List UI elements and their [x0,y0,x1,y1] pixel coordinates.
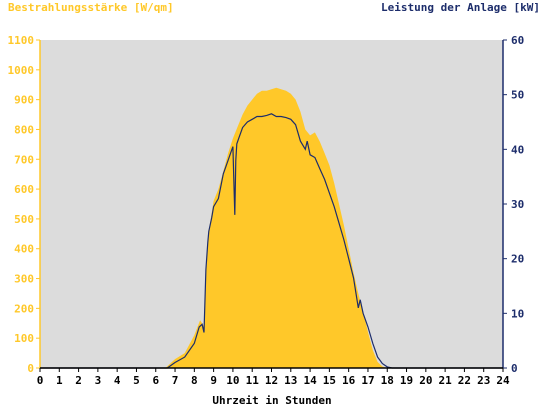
x-axis-title: Uhrzeit in Stunden [212,394,332,407]
x-tick-label: 4 [114,374,121,387]
left-tick-label: 500 [14,213,34,226]
x-tick-label: 3 [95,374,102,387]
right-tick-label: 40 [511,143,524,156]
left-tick-label: 900 [14,94,34,107]
x-tick-label: 10 [226,374,239,387]
right-tick-label: 10 [511,307,524,320]
x-tick-label: 5 [133,374,140,387]
right-tick-label: 50 [511,89,524,102]
x-tick-label: 15 [323,374,336,387]
left-tick-label: 1000 [8,64,35,77]
left-tick-label: 800 [14,123,34,136]
x-tick-label: 14 [303,374,317,387]
x-tick-label: 8 [191,374,198,387]
x-tick-label: 24 [496,374,510,387]
left-tick-label: 200 [14,302,34,315]
left-tick-label: 300 [14,273,34,286]
x-tick-label: 6 [152,374,159,387]
x-tick-label: 7 [172,374,179,387]
right-tick-label: 30 [511,198,524,211]
x-tick-label: 11 [246,374,260,387]
left-axis-title: Bestrahlungsstärke [W/qm] [8,1,174,14]
x-tick-label: 21 [439,374,453,387]
x-tick-label: 16 [342,374,356,387]
left-tick-label: 0 [27,362,34,375]
power-line [40,113,503,369]
right-tick-label: 0 [511,362,518,375]
x-tick-label: 1 [56,374,63,387]
x-tick-label: 9 [210,374,217,387]
x-tick-label: 2 [75,374,82,387]
left-tick-label: 1100 [8,34,35,47]
x-tick-label: 17 [361,374,374,387]
x-tick-label: 20 [419,374,432,387]
left-tick-label: 400 [14,243,34,256]
right-tick-label: 20 [511,253,524,266]
x-tick-label: 19 [400,374,413,387]
left-tick-label: 700 [14,153,34,166]
x-tick-label: 18 [381,374,394,387]
left-tick-label: 100 [14,332,34,345]
x-tick-label: 23 [477,374,490,387]
right-axis-title: Leistung der Anlage [kW] [381,1,540,14]
x-tick-label: 12 [265,374,278,387]
x-tick-label: 22 [458,374,471,387]
irradiance-area [40,87,503,368]
x-tick-label: 0 [37,374,44,387]
right-tick-label: 60 [511,34,524,47]
left-tick-label: 600 [14,183,34,196]
x-tick-label: 13 [284,374,297,387]
